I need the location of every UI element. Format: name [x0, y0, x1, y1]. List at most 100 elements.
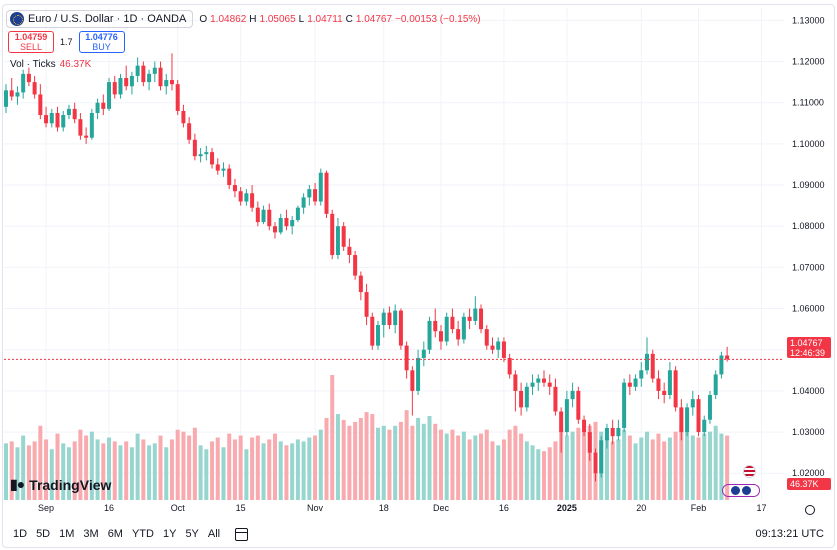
timeframe-3m[interactable]: 3M: [83, 528, 99, 540]
volume-bar: [129, 447, 134, 500]
volume-legend-value: 46.37K: [59, 59, 92, 70]
time-tick-label: 16: [499, 503, 509, 513]
volume-bar: [32, 441, 37, 500]
volume-bar: [55, 433, 60, 500]
volume-bar: [421, 423, 426, 500]
volume-bar: [95, 439, 100, 500]
volume-bar: [370, 414, 375, 500]
candle-body: [650, 353, 655, 379]
time-tick-label: 15: [236, 503, 246, 513]
candle-body: [32, 82, 37, 95]
volume-bar: [398, 421, 403, 500]
high-label: H: [249, 13, 257, 25]
candle-body: [124, 77, 129, 87]
candle-body: [627, 382, 632, 387]
price-tick-label: 1.13000: [792, 15, 825, 25]
volume-bar: [559, 429, 564, 500]
candle-body: [55, 112, 60, 128]
time-tick-label: Feb: [691, 503, 707, 513]
volume-bar: [656, 433, 661, 500]
timeframe-all[interactable]: All: [207, 528, 221, 540]
volume-bar: [89, 431, 94, 500]
volume-bar: [610, 441, 615, 500]
candle-body: [656, 378, 661, 391]
candle-body: [564, 399, 569, 433]
candle-body: [444, 316, 449, 342]
sell-button[interactable]: 1.04759 SELL: [8, 31, 54, 53]
event-dot-icon: [731, 486, 740, 495]
economic-events-icon[interactable]: [722, 484, 760, 497]
calendar-icon[interactable]: [235, 527, 249, 541]
volume-bar: [181, 431, 186, 500]
volume-bar: [26, 445, 31, 500]
price-tick-label: 1.10000: [792, 139, 825, 149]
candle-body: [295, 207, 300, 221]
volume-bar: [530, 445, 535, 500]
timeframe-1m[interactable]: 1M: [59, 528, 75, 540]
candle-body: [490, 345, 495, 350]
candle-body: [164, 80, 169, 87]
candle-body: [524, 386, 529, 408]
candle-body: [616, 427, 621, 437]
candle-body: [679, 407, 684, 433]
close-label: C: [345, 13, 353, 25]
volume-legend: Vol · Ticks 46.37K: [10, 59, 91, 70]
chart-settings-icon[interactable]: [805, 505, 815, 515]
candle-body: [467, 316, 472, 321]
timeframe-1y[interactable]: 1Y: [162, 528, 177, 540]
timeframe-5d[interactable]: 5D: [36, 528, 51, 540]
us-flag-event-icon[interactable]: [743, 465, 756, 478]
timeframe-6m[interactable]: 6M: [107, 528, 123, 540]
volume-bar: [673, 431, 678, 500]
candle-body: [673, 370, 678, 408]
candle-body: [341, 226, 346, 247]
candle-body: [416, 357, 421, 391]
candle-body: [456, 329, 461, 340]
candle-body: [667, 370, 672, 396]
volume-bar: [667, 437, 672, 500]
timeframe-1d[interactable]: 1D: [13, 528, 28, 540]
volume-bar: [147, 445, 152, 500]
candle-body: [3, 90, 9, 107]
volume-bar: [662, 441, 667, 500]
volume-bar: [307, 437, 312, 500]
candle-body: [61, 115, 66, 128]
candle-body: [261, 209, 266, 223]
volume-bar: [210, 441, 215, 500]
volume-bar: [547, 447, 552, 500]
symbol-selector[interactable]: Euro / U.S. Dollar · 1D · OANDA: [6, 10, 194, 28]
candle-body: [66, 108, 71, 116]
volume-bar: [255, 435, 260, 500]
volume-bar: [244, 449, 249, 500]
volume-bar: [353, 421, 358, 500]
open-label: O: [199, 13, 208, 25]
volume-bar: [461, 431, 466, 500]
price-tick-label: 1.09000: [792, 180, 825, 190]
candle-body: [582, 419, 587, 433]
low-value: 1.04711: [307, 13, 343, 25]
candle-body: [530, 382, 535, 387]
volume-bar: [570, 431, 575, 500]
volume-bar: [427, 416, 432, 500]
volume-bar: [376, 427, 381, 500]
candle-body: [21, 73, 26, 93]
candle-body: [101, 102, 106, 109]
volume-bar: [484, 429, 489, 500]
candle-body: [72, 108, 77, 120]
price-tick-label: 1.12000: [792, 57, 825, 67]
close-value: 1.04767: [355, 13, 393, 25]
utc-clock[interactable]: 09:13:21 UTC: [755, 528, 824, 540]
volume-bar: [639, 437, 644, 500]
timeframe-ytd[interactable]: YTD: [131, 528, 154, 540]
volume-bar: [536, 449, 541, 500]
volume-bar: [38, 425, 43, 500]
volume-bar: [524, 441, 529, 500]
buy-button[interactable]: 1.04776 BUY: [78, 31, 125, 53]
volume-bar: [582, 429, 587, 500]
candle-body: [227, 168, 232, 186]
tradingview-logo[interactable]: ▮● TradingView: [10, 476, 111, 493]
candle-body: [324, 172, 329, 214]
timeframe-5y[interactable]: 5Y: [185, 528, 199, 540]
bottom-toolbar: 1D 5D 1M 3M 6M YTD 1Y 5Y All 09:13:21 UT…: [3, 522, 834, 546]
